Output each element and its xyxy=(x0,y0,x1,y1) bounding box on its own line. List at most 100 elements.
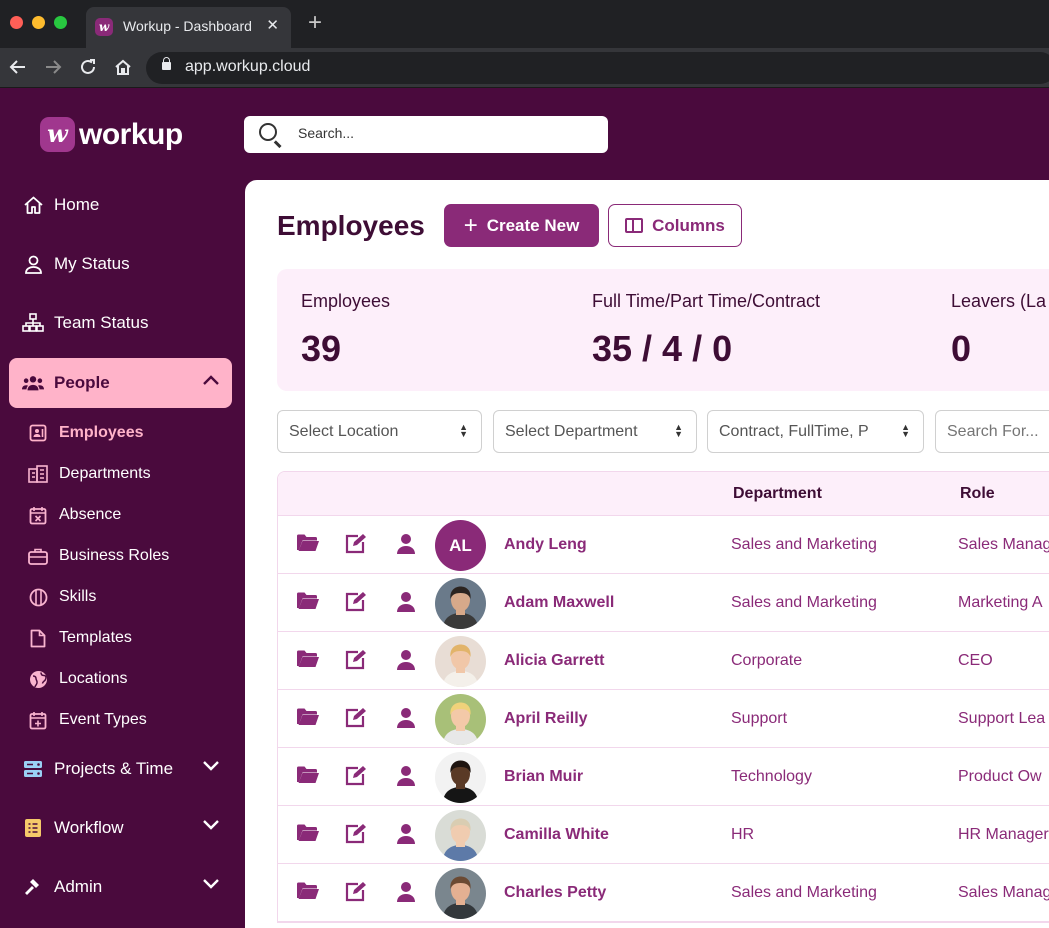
table-row[interactable]: Alicia Garrett Corporate CEO xyxy=(278,632,1049,690)
avatar[interactable] xyxy=(435,752,486,803)
sidebar-item-home[interactable]: Home xyxy=(0,180,245,230)
person-icon[interactable] xyxy=(396,591,420,615)
person-icon[interactable] xyxy=(396,765,420,789)
window-close-button[interactable] xyxy=(10,16,23,29)
employee-name[interactable]: Andy Leng xyxy=(504,536,587,553)
employee-name[interactable]: Adam Maxwell xyxy=(504,594,615,611)
avatar[interactable]: AL xyxy=(435,520,486,571)
sidebar-subitem-templates[interactable]: Templates xyxy=(0,620,245,656)
folder-icon[interactable] xyxy=(296,881,320,905)
reload-icon[interactable] xyxy=(79,58,97,76)
sidebar-subitem-event-types[interactable]: Event Types xyxy=(0,702,245,738)
sidebar-item-admin[interactable]: Admin xyxy=(0,862,245,912)
columns-button[interactable]: Columns xyxy=(608,204,742,247)
folder-icon[interactable] xyxy=(296,823,320,847)
folder-icon[interactable] xyxy=(296,649,320,673)
chevron-down-icon xyxy=(203,817,219,833)
sidebar-subitem-locations[interactable]: Locations xyxy=(0,661,245,697)
avatar[interactable] xyxy=(435,636,486,687)
department-select-value: Select Department xyxy=(505,422,638,440)
employee-name[interactable]: Charles Petty xyxy=(504,884,607,901)
employees-table: Department Role AL Andy Leng Sales and Mar… xyxy=(277,471,1049,923)
user-icon xyxy=(22,253,44,275)
column-header-department[interactable]: Department xyxy=(733,485,822,502)
back-icon[interactable] xyxy=(9,58,27,76)
table-row[interactable]: April Reilly Support Support Lea xyxy=(278,690,1049,748)
calendar-plus-icon xyxy=(28,710,48,730)
edit-icon[interactable] xyxy=(344,881,368,905)
avatar[interactable] xyxy=(435,578,486,629)
edit-icon[interactable] xyxy=(344,649,368,673)
person-icon[interactable] xyxy=(396,707,420,731)
tab-close-icon[interactable]: ✕ xyxy=(266,17,279,34)
employee-name[interactable]: Alicia Garrett xyxy=(504,652,605,669)
browser-tab[interactable]: w Workup - Dashboard ✕ xyxy=(86,7,291,48)
avatar[interactable] xyxy=(435,694,486,745)
forward-icon[interactable] xyxy=(44,58,62,76)
calendar-x-icon xyxy=(28,505,48,525)
employee-role: Marketing A xyxy=(958,594,1043,611)
home-browser-icon[interactable] xyxy=(114,58,132,76)
window-minimize-button[interactable] xyxy=(32,16,45,29)
person-icon[interactable] xyxy=(396,649,420,673)
global-search-input[interactable] xyxy=(298,125,588,141)
sidebar-subitem-employees[interactable]: Employees xyxy=(0,415,245,451)
folder-icon[interactable] xyxy=(296,707,320,731)
sidebar-item-team-status[interactable]: Team Status xyxy=(0,298,245,348)
sidebar-item-label: My Status xyxy=(54,254,130,273)
employee-role: Sales Manag xyxy=(958,536,1049,553)
sidebar-subitem-label: Templates xyxy=(59,629,132,646)
new-tab-icon[interactable]: + xyxy=(308,9,323,36)
sidebar-subitem-departments[interactable]: Departments xyxy=(0,456,245,492)
folder-icon[interactable] xyxy=(296,765,320,789)
workup-logo[interactable]: w workup xyxy=(40,117,183,152)
table-row[interactable]: AL Andy Leng Sales and Marketing Sales Mana… xyxy=(278,516,1049,574)
table-search-input[interactable] xyxy=(947,422,1049,441)
avatar[interactable] xyxy=(435,868,486,919)
chevron-down-icon xyxy=(203,876,219,892)
person-icon[interactable] xyxy=(396,881,420,905)
person-icon[interactable] xyxy=(396,823,420,847)
edit-icon[interactable] xyxy=(344,533,368,557)
sidebar-item-workflow[interactable]: Workflow xyxy=(0,803,245,853)
table-row[interactable]: Camilla White HR HR Manager xyxy=(278,806,1049,864)
location-select[interactable]: Select Location ▲ ▼ xyxy=(277,410,482,453)
stat-value: 39 xyxy=(301,328,342,369)
edit-icon[interactable] xyxy=(344,823,368,847)
sidebar-item-label: Admin xyxy=(54,877,103,896)
stat-employees: Employees 39 xyxy=(301,291,390,370)
avatar[interactable] xyxy=(435,810,486,861)
sidebar-item-people[interactable]: People xyxy=(0,358,245,408)
columns-icon xyxy=(625,218,644,233)
sidebar-subitem-absence[interactable]: Absence xyxy=(0,497,245,533)
edit-icon[interactable] xyxy=(344,707,368,731)
employee-name[interactable]: Brian Muir xyxy=(504,768,584,785)
column-header-role[interactable]: Role xyxy=(960,485,995,502)
table-row[interactable]: Charles Petty Sales and Marketing Sales Ma… xyxy=(278,864,1049,922)
sidebar-item-label: Home xyxy=(54,195,100,214)
person-icon[interactable] xyxy=(396,533,420,557)
department-select[interactable]: Select Department ▲ ▼ xyxy=(493,410,697,453)
hammer-icon xyxy=(22,876,44,898)
sidebar-subitem-business-roles[interactable]: Business Roles xyxy=(0,538,245,574)
window-maximize-button[interactable] xyxy=(54,16,67,29)
edit-icon[interactable] xyxy=(344,765,368,789)
employee-name[interactable]: April Reilly xyxy=(504,710,588,727)
folder-icon[interactable] xyxy=(296,591,320,615)
address-bar[interactable]: app.workup.cloud xyxy=(146,52,1049,84)
logo-text: workup xyxy=(79,117,183,151)
table-row[interactable]: Adam Maxwell Sales and Marketing Marketing… xyxy=(278,574,1049,632)
table-row[interactable]: Brian Muir Technology Product Ow xyxy=(278,748,1049,806)
sidebar-item-my-status[interactable]: My Status xyxy=(0,239,245,289)
employee-name[interactable]: Camilla White xyxy=(504,826,609,843)
global-search xyxy=(244,116,608,153)
chevron-down-icon xyxy=(203,758,219,774)
sidebar-subitem-skills[interactable]: Skills xyxy=(0,579,245,615)
edit-icon[interactable] xyxy=(344,591,368,615)
create-new-button[interactable]: + Create New xyxy=(444,204,599,247)
table-header: Department Role xyxy=(278,472,1049,516)
sidebar-item-projects-time[interactable]: Projects & Time xyxy=(0,744,245,794)
folder-icon[interactable] xyxy=(296,533,320,557)
contract-select[interactable]: Contract, FullTime, P ▲ ▼ xyxy=(707,410,924,453)
location-select-value: Select Location xyxy=(289,422,399,440)
